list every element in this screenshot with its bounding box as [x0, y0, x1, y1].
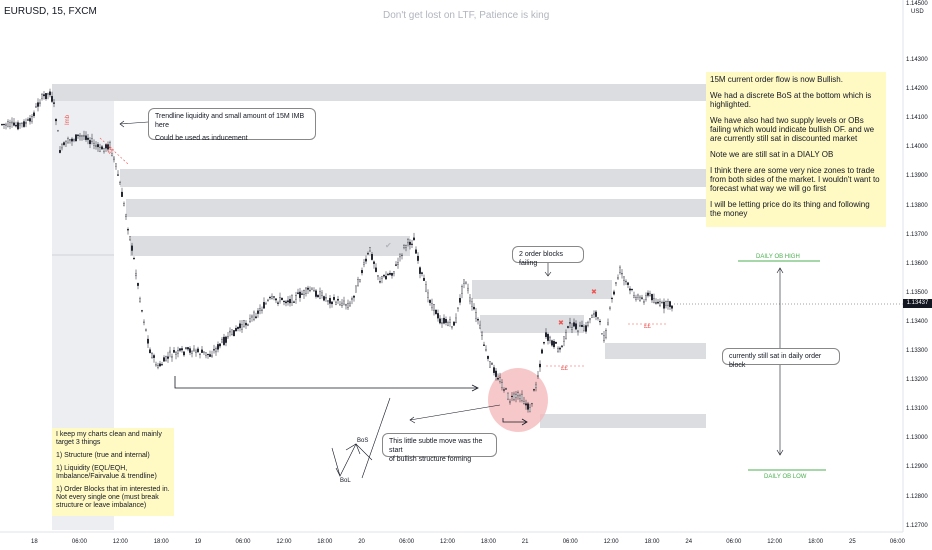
- method-note-p4: 1) Order Blocks that im interested in. N…: [56, 486, 172, 509]
- analysis-note-p2: We had a discrete BoS at the bottom whic…: [710, 91, 874, 109]
- price-tick-label: 1.13800: [906, 202, 928, 209]
- bullish-start-callout[interactable]: This little subtle move was the start of…: [382, 433, 497, 463]
- imb-label: Imb: [65, 114, 71, 125]
- time-tick-label: 06:00: [235, 539, 251, 545]
- zone-bottom: [540, 414, 706, 428]
- bos-label: BoS: [357, 438, 369, 444]
- price-tick-label: 1.14300: [906, 57, 928, 63]
- analysis-note-p3: We have also had two supply levels or OB…: [710, 116, 877, 143]
- bol-label: BoL: [340, 478, 351, 484]
- price-tick-label: 1.14000: [906, 144, 928, 151]
- time-tick-label: 06:00: [399, 539, 415, 545]
- candlestick-series: [1, 88, 673, 413]
- method-note-p3: 1) Liquidity (EQL/EQH, Imbalance/Fairval…: [56, 465, 157, 480]
- time-tick-label: 18: [31, 539, 38, 545]
- analysis-note-p5: I think there are some very nice zones t…: [710, 166, 882, 193]
- time-tick-label: 12:00: [112, 539, 128, 545]
- time-tick-label: 06:00: [562, 539, 578, 545]
- bullish-start-line-2: of bullish structure forming: [389, 456, 472, 463]
- analysis-note[interactable]: 15M current order flow is now Bullish. W…: [706, 72, 886, 227]
- time-tick-label: 25: [849, 539, 856, 545]
- price-tick-label: 1.14100: [906, 115, 928, 122]
- time-tick-label: 18:00: [644, 539, 660, 545]
- time-tick-label: 18:00: [808, 539, 824, 545]
- symbol-title[interactable]: EURUSD, 15, FXCM: [4, 6, 97, 17]
- price-tick-label: 1.14200: [906, 86, 928, 93]
- zone-failed-ob-2: [480, 315, 584, 333]
- price-tick-label: 1.13200: [906, 377, 928, 384]
- price-tick-label: 1.13600: [906, 260, 928, 267]
- daily-ob-callout[interactable]: currently still sat in daily order block: [722, 348, 840, 369]
- price-tick-label: 1.12800: [906, 493, 928, 500]
- daily-ob-low-label: DAILY OB LOW: [764, 474, 807, 480]
- zone-4: [130, 236, 410, 256]
- method-note-p1: I keep my charts clean and mainly target…: [56, 431, 164, 446]
- time-tick-label: 24: [685, 539, 693, 545]
- bos-highlight: [488, 368, 548, 432]
- price-tick-label: 1.13900: [906, 173, 928, 180]
- current-price-badge: 1.13437: [903, 299, 932, 308]
- time-tick-label: 20: [358, 539, 365, 545]
- time-tick-label: 06:00: [71, 539, 87, 545]
- time-tick-label: 12:00: [440, 539, 456, 545]
- zone-failed-ob-1: [472, 280, 612, 299]
- time-tick-label: 12:00: [276, 539, 292, 545]
- zone-daily-ob-area: [605, 343, 706, 359]
- trendline-callout-line-1: Trendline liquidity and small amount of …: [155, 113, 305, 129]
- price-tick-label: 1.13300: [906, 348, 928, 354]
- time-tick-label: 12:00: [603, 539, 619, 545]
- daily-ob-high-label: DAILY OB HIGH: [756, 254, 800, 260]
- top-price-label: 1.14500: [906, 1, 928, 7]
- order-blocks-callout[interactable]: 2 order blocks failing: [512, 246, 584, 267]
- zone-3: [126, 199, 706, 217]
- price-tick-label: 1.13100: [906, 406, 928, 413]
- bullish-start-line-1: This little subtle move was the start: [389, 438, 483, 454]
- zone-top: [52, 84, 706, 101]
- analysis-note-p6: I will be letting price do its thing and…: [710, 200, 872, 218]
- x-mark-1: ✖: [591, 289, 597, 296]
- check-mark: ✔: [385, 241, 392, 250]
- x-mark-2: ✖: [558, 320, 564, 327]
- currency-label: USD: [911, 9, 924, 15]
- zone-2: [120, 169, 706, 187]
- time-tick-label: 19: [194, 539, 202, 545]
- price-tick-label: 1.12700: [906, 522, 928, 529]
- time-tick-label: 06:00: [889, 539, 905, 545]
- price-tick-label: 1.13400: [906, 318, 928, 325]
- method-note[interactable]: I keep my charts clean and mainly target…: [52, 428, 174, 516]
- ee-mark-3: ££: [644, 324, 651, 330]
- ee-mark-2: ££: [561, 366, 568, 372]
- price-tick-label: 1.13000: [906, 435, 928, 442]
- analysis-note-p1: 15M current order flow is now Bullish.: [710, 75, 843, 84]
- price-tick-label: 1.13500: [906, 289, 928, 296]
- time-tick-label: 18:00: [317, 539, 333, 545]
- time-tick-label: 18:00: [153, 539, 169, 545]
- analysis-note-p4: Note we are still sat in a DIALY OB: [710, 150, 834, 159]
- price-tick-label: 1.12900: [906, 464, 928, 471]
- time-tick-label: 21: [521, 539, 529, 545]
- price-tick-label: 1.13700: [906, 231, 928, 238]
- time-tick-label: 06:00: [726, 539, 742, 545]
- structure-line: [174, 376, 528, 426]
- trendline-callout-line-2: Could be used as inducement: [155, 135, 248, 142]
- trendline-callout[interactable]: Trendline liquidity and small amount of …: [148, 108, 316, 142]
- method-note-p2: 1) Structure (true and internal): [56, 452, 150, 459]
- time-tick-label: 12:00: [767, 539, 783, 545]
- time-tick-label: 18:00: [480, 539, 496, 545]
- chart-watermark: Don't get lost on LTF, Patience is king: [383, 10, 550, 21]
